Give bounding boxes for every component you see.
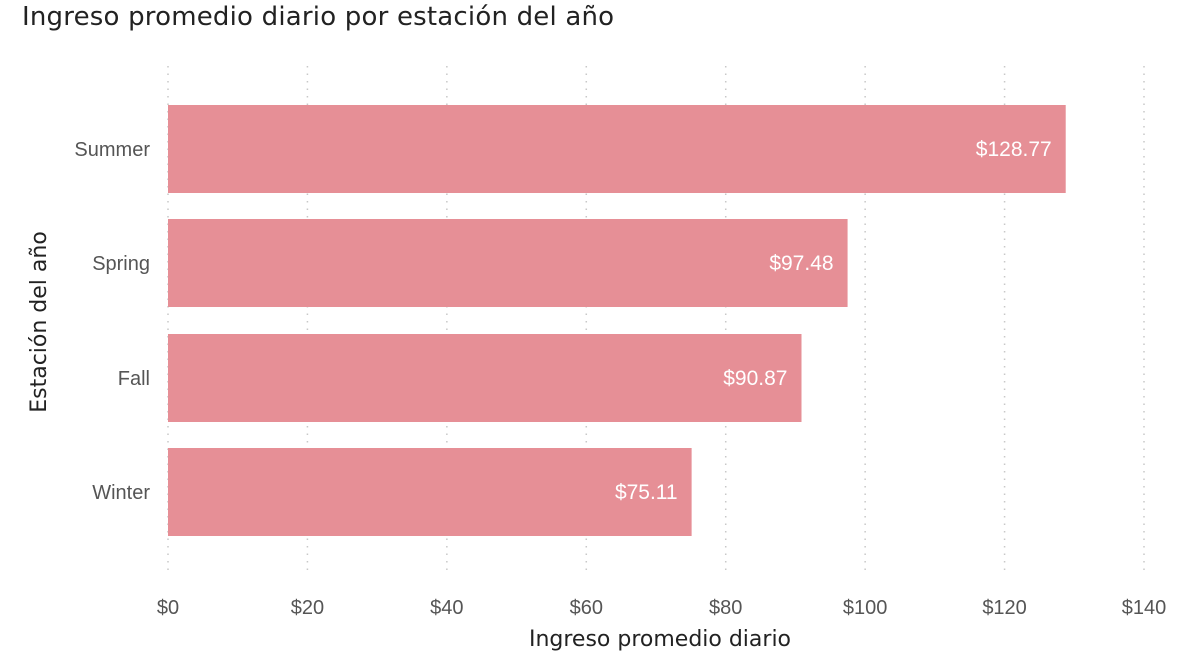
bar-summer: [168, 105, 1066, 193]
bars: [168, 105, 1066, 536]
y-tick-label-spring: Spring: [92, 253, 150, 275]
bar-fall: [168, 334, 802, 422]
data-label-spring: $97.48: [769, 252, 833, 275]
x-tick-label: $100: [843, 597, 888, 619]
x-tick-label: $80: [709, 597, 742, 619]
x-tick-label: $0: [157, 597, 179, 619]
bar-winter: [168, 448, 692, 536]
chart-title: Ingreso promedio diario por estación del…: [22, 2, 615, 32]
data-label-summer: $128.77: [976, 138, 1052, 161]
y-tick-label-winter: Winter: [92, 482, 150, 504]
x-tick-label: $20: [291, 597, 324, 619]
y-axis-title: Estación del año: [27, 231, 52, 413]
x-tick-label: $120: [982, 597, 1027, 619]
data-label-fall: $90.87: [723, 367, 787, 390]
x-axis-ticks: $0 $20 $40 $60 $80 $100 $120 $140: [157, 597, 1166, 619]
y-axis-ticks: Summer Spring Fall Winter: [74, 139, 150, 504]
data-labels: $128.77 $97.48 $90.87 $75.11: [615, 138, 1052, 504]
data-label-winter: $75.11: [615, 481, 678, 504]
gridlines: [167, 66, 1145, 576]
x-tick-label: $60: [570, 597, 603, 619]
x-tick-label: $140: [1122, 597, 1167, 619]
bar-spring: [168, 219, 848, 307]
y-tick-label-fall: Fall: [118, 368, 150, 390]
x-tick-label: $40: [430, 597, 463, 619]
x-axis-title: Ingreso promedio diario: [529, 627, 791, 652]
y-tick-label-summer: Summer: [74, 139, 150, 161]
